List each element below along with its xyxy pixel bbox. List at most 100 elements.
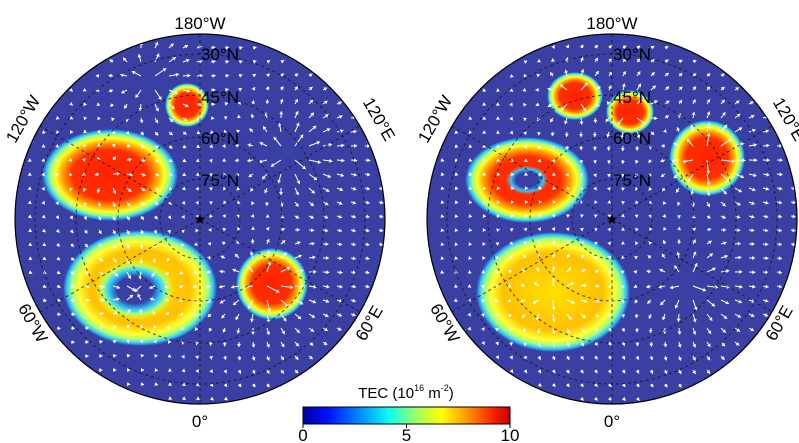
flow-arrow-head [165, 311, 169, 316]
flow-arrow-head [167, 368, 172, 372]
flow-arrow-head [509, 355, 514, 360]
flow-arrow-head [622, 397, 626, 401]
flow-arrow-head [607, 256, 612, 260]
flow-arrow-head [69, 215, 74, 220]
flow-arrow-head [509, 130, 514, 135]
flow-arrow-head [208, 327, 213, 332]
flow-arrow-head [608, 45, 613, 49]
flow-arrow-head [636, 71, 641, 76]
flow-arrow-head [250, 187, 254, 192]
flow-arrow-head [440, 172, 445, 176]
flow-arrow-head [153, 230, 158, 234]
flow-arrow-head [167, 229, 172, 234]
flow-arrow-head [154, 131, 159, 136]
flow-arrow-head [265, 214, 270, 218]
flow-arrow-head [296, 180, 301, 185]
flow-arrow-head [237, 227, 241, 231]
flow-arrow-head [712, 267, 716, 272]
flow-arrow-head [111, 117, 115, 121]
flow-arrow-head [620, 213, 625, 218]
flow-arrow-head [225, 73, 229, 78]
flow-arrow-head [55, 201, 59, 205]
flow-arrow-head [140, 368, 145, 372]
flow-arrow-head [779, 172, 783, 177]
left-tec-field [27, 41, 384, 401]
flow-arrow-head [99, 368, 103, 373]
right-lat-45: 45°N [613, 88, 651, 107]
flow-arrow-head [537, 227, 541, 232]
flow-arrow-head [482, 130, 486, 134]
flow-arrow-head [522, 254, 527, 259]
flow-arrow-head [295, 215, 300, 219]
flow-arrow-head [195, 172, 200, 177]
flow-arrow-head [665, 86, 670, 90]
flow-arrow-head [154, 382, 158, 386]
flow-arrow-head [481, 340, 485, 345]
flow-arrow-head [223, 356, 228, 360]
flow-arrow-head [635, 241, 639, 246]
flow-arrow-head [99, 339, 103, 344]
flow-arrow-head [326, 270, 330, 275]
flow-arrow-head [180, 229, 185, 233]
flow-arrow-head [551, 45, 555, 49]
flow-arrow-head [219, 284, 223, 289]
flow-arrow-head [739, 284, 743, 289]
flow-arrow-head [496, 200, 500, 204]
flow-arrow-head [311, 241, 315, 246]
flow-arrow-head [535, 87, 539, 92]
flow-arrow-head [595, 269, 599, 274]
flow-arrow-head [69, 229, 74, 234]
flow-arrow-head [467, 326, 471, 331]
flow-arrow-head [153, 339, 157, 344]
flow-arrow-head [223, 129, 228, 134]
flow-arrow-head [721, 342, 725, 347]
flow-arrow-head [221, 241, 226, 246]
flow-arrow-head [565, 146, 570, 150]
flow-arrow-head [237, 383, 242, 388]
flow-arrow-head [326, 284, 330, 289]
flow-arrow-head [482, 241, 486, 246]
flow-arrow-head [738, 255, 742, 260]
flow-arrow-head [468, 144, 473, 148]
flow-arrow-head [139, 245, 144, 249]
flow-arrow-head [167, 340, 172, 345]
flow-arrow-head [69, 87, 73, 92]
flow-arrow-head [154, 201, 159, 205]
flow-arrow-head [641, 120, 646, 124]
flow-arrow-head [621, 355, 626, 360]
left-lat-30: 30°N [201, 45, 239, 64]
flow-arrow-head [551, 318, 556, 322]
flow-arrow-head [138, 308, 143, 313]
flow-arrow-head [134, 288, 139, 292]
flow-arrow-head [649, 227, 653, 232]
flow-arrow-head [678, 73, 683, 77]
flow-arrow-head [183, 117, 188, 121]
flow-arrow-head [324, 114, 329, 118]
flow-arrow-head [595, 71, 599, 75]
flow-arrow-head [212, 88, 216, 93]
flow-arrow-head [779, 143, 783, 148]
flow-arrow-head [468, 255, 472, 260]
flow-arrow-head [594, 199, 598, 204]
flow-arrow-head [621, 241, 626, 245]
flow-arrow-head [83, 143, 87, 148]
flow-arrow-head [128, 157, 132, 162]
flow-arrow-head [27, 172, 32, 176]
flow-arrow-head [510, 186, 514, 190]
flow-arrow-head [207, 255, 211, 260]
left-vector-field [27, 41, 384, 401]
flow-arrow-head [735, 100, 740, 105]
flow-arrow-head [537, 59, 542, 63]
flow-arrow-head [454, 200, 459, 204]
flow-arrow-head [482, 200, 486, 204]
flow-arrow-head [495, 298, 499, 303]
flow-arrow-head [112, 339, 117, 344]
flow-arrow-head [149, 297, 154, 302]
flow-arrow-head [222, 172, 227, 177]
flow-arrow-head [663, 343, 668, 348]
flow-arrow-head [294, 111, 299, 115]
flow-arrow-head [676, 215, 681, 219]
left-lon-top: 180°W [174, 14, 225, 33]
flow-arrow-head [495, 88, 500, 92]
flow-arrow-head [219, 269, 223, 274]
